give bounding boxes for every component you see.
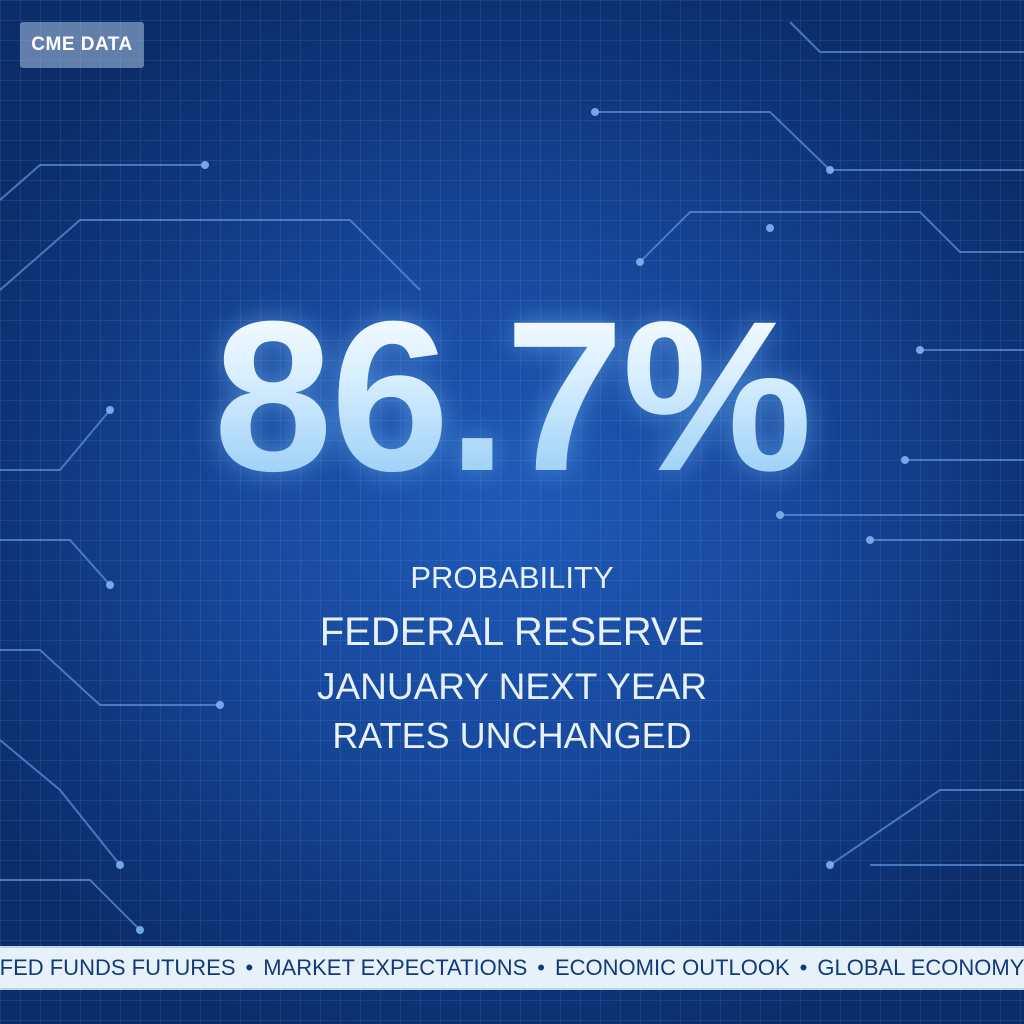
caption-rates-unchanged: RATES UNCHANGED (332, 715, 692, 756)
headline-percentage: 86.7% (0, 290, 1024, 504)
ticker-separator: • (245, 955, 254, 980)
caption-january-next-year: JANUARY NEXT YEAR (316, 666, 708, 707)
source-badge: CME DATA (20, 22, 144, 68)
ticker-item: ECONOMIC OUTLOOK (554, 955, 790, 980)
ticker-item: FED FUNDS FUTURES (0, 955, 236, 980)
ticker-item: MARKET EXPECTATIONS (263, 955, 528, 980)
ticker-separator: • (799, 955, 808, 980)
ticker-separator: • (537, 955, 545, 980)
caption-probability: PROBABILITY (410, 560, 614, 595)
caption-federal-reserve: FEDERAL RESERVE (319, 610, 705, 654)
ticker-item: GLOBAL ECONOMY (817, 955, 1024, 980)
ticker-bar: FED FUNDS FUTURES • MARKET EXPECTATIONS … (0, 946, 1024, 990)
